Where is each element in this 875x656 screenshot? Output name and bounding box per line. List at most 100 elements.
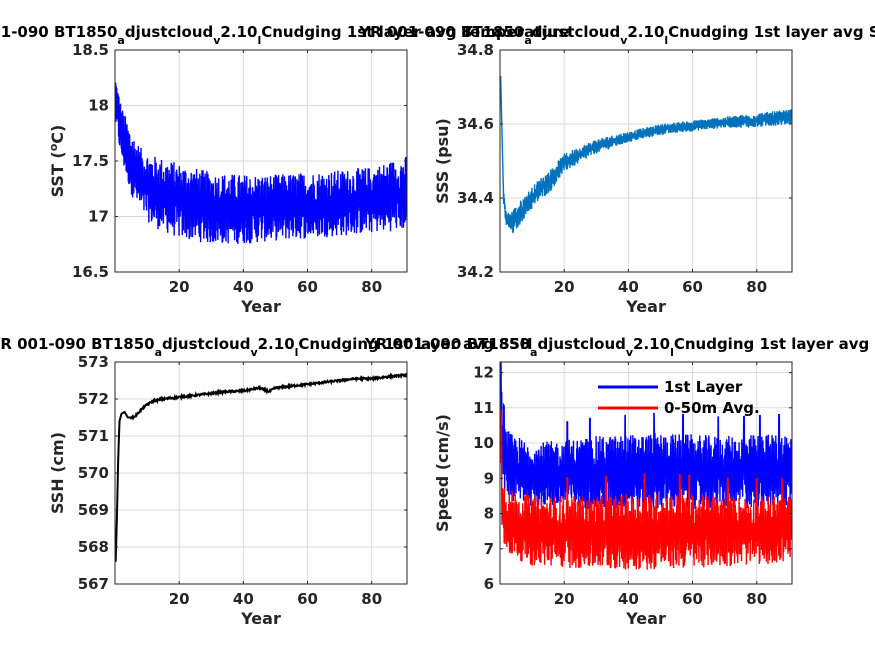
x-tick-label: 60 — [297, 590, 318, 608]
chart-title: YR 001-090 BT1850adjustcloudv2.10lCnudgi… — [0, 23, 570, 47]
y-tick-label: 34.6 — [457, 115, 494, 133]
title-part: 2.10 — [258, 335, 295, 353]
y-tick-label: 18.5 — [72, 41, 109, 59]
title-part: djustcloud — [537, 335, 625, 353]
title-part: Cnudging 1st layer avg SSH — [298, 335, 532, 353]
title-part: SST ( — [48, 151, 67, 197]
series-line-ssh-0 — [115, 372, 407, 562]
title-part: YR 001-090 BT1850 — [0, 335, 155, 353]
legend-label: 1st Layer — [664, 378, 743, 396]
title-part: v — [626, 346, 634, 359]
title-part: Cnudging 1st layer avg Salinity — [668, 23, 875, 41]
y-axis-label: SSH (cm) — [48, 432, 67, 514]
panel-speed: 20 40 60 80 6 7 8 9 10 11 12 Year Speed (cm/s) YR 001… — [364, 335, 875, 628]
title-part: SSH (cm) — [48, 432, 67, 514]
title-part: djustcloud — [162, 335, 250, 353]
y-tick-label: 17.5 — [72, 152, 109, 170]
axes-box — [499, 361, 793, 585]
y-tick-label: 12 — [473, 364, 494, 382]
x-tick-label: 80 — [361, 278, 382, 296]
y-tick-label: 570 — [78, 464, 109, 482]
panel-sss: 20 40 60 80 34.2 34.4 34.6 34.8 Year SSS (psu) YR … — [358, 23, 875, 316]
y-axis-label: SST (oC) — [47, 125, 68, 198]
y-axis-label: Speed (cm/s) — [433, 414, 452, 532]
x-tick-label: 20 — [554, 590, 575, 608]
title-part: djustcloud — [125, 23, 213, 41]
title-part: Speed (cm/s) — [433, 414, 452, 532]
title-part: YR 001-090 BT1850 — [364, 335, 530, 353]
panel-ssh: 20 40 60 80 567 568 569 570 571 572 573 Year SSH (cm… — [0, 335, 533, 628]
legend: 1st Layer 0-50m Avg. — [598, 378, 760, 417]
title-part: l — [670, 346, 674, 359]
y-tick-label: 11 — [473, 399, 494, 417]
y-tick-label: 567 — [78, 575, 109, 593]
title-part: a — [155, 346, 162, 359]
title-part: djustcloud — [532, 23, 620, 41]
chart-title: YR 001-090 BT1850adjustcloudv2.10lCnudgi… — [358, 23, 875, 47]
x-tick-label: 80 — [361, 590, 382, 608]
title-part: v — [620, 34, 628, 47]
y-tick-label: 10 — [473, 434, 494, 452]
x-axis-label: Year — [625, 297, 666, 316]
panel-sst: 20 40 60 80 16.5 17 17.5 18 18.5 Year SST (oC) YR 0… — [0, 23, 570, 316]
chart-title: YR 001-090 BT1850adjustcloudv2.10lCnudgi… — [0, 335, 533, 359]
y-tick-label: 571 — [78, 427, 109, 445]
title-part: YR 001-090 BT1850 — [0, 23, 117, 41]
y-tick-label: 9 — [484, 469, 494, 487]
x-axis-label: Year — [240, 297, 281, 316]
x-tick-label: 60 — [682, 590, 703, 608]
x-tick-label: 40 — [618, 590, 639, 608]
y-tick-label: 7 — [484, 540, 494, 558]
y-tick-label: 8 — [484, 505, 494, 523]
y-tick-label: 569 — [78, 501, 109, 519]
x-tick-label: 40 — [233, 590, 254, 608]
title-part: a — [524, 34, 531, 47]
y-tick-label: 17 — [88, 208, 109, 226]
y-tick-label: 34.2 — [457, 263, 494, 281]
title-part: a — [117, 34, 124, 47]
x-tick-label: 20 — [169, 590, 190, 608]
title-part: 2.10 — [220, 23, 257, 41]
title-part: v — [213, 34, 221, 47]
x-tick-label: 40 — [618, 278, 639, 296]
title-part: Cnudging 1st layer avg Temperature — [261, 23, 570, 41]
x-tick-label: 60 — [297, 278, 318, 296]
chart-title: YR 001-090 BT1850adjustcloudv2.10lCnudgi… — [364, 335, 875, 359]
title-part: Cnudging 1st layer avg Speed — [674, 335, 875, 353]
title-part: a — [530, 346, 537, 359]
y-tick-label: 6 — [484, 575, 494, 593]
title-part: 2.10 — [633, 335, 670, 353]
x-tick-label: 60 — [682, 278, 703, 296]
x-axis-label: Year — [240, 609, 281, 628]
series-line-speed-0 — [500, 362, 792, 510]
title-part: o — [47, 143, 60, 151]
x-tick-label: 40 — [233, 278, 254, 296]
x-axis-label: Year — [625, 609, 666, 628]
y-tick-label: 34.8 — [457, 41, 494, 59]
title-part: l — [295, 346, 299, 359]
y-tick-label: 34.4 — [457, 189, 494, 207]
title-part: SSS (psu) — [433, 118, 452, 204]
y-tick-label: 16.5 — [72, 263, 109, 281]
title-part: 2.10 — [627, 23, 664, 41]
axes-box — [499, 49, 793, 273]
y-tick-label: 568 — [78, 538, 109, 556]
title-part: v — [250, 346, 258, 359]
title-part: l — [257, 34, 261, 47]
plot-area — [500, 50, 792, 272]
legend-label: 0-50m Avg. — [664, 399, 760, 417]
x-tick-label: 20 — [554, 278, 575, 296]
series-line-sst-0 — [115, 82, 407, 245]
x-tick-label: 20 — [169, 278, 190, 296]
series-line-speed-1 — [500, 410, 792, 570]
title-part: C) — [48, 125, 67, 144]
title-part: l — [664, 34, 668, 47]
y-tick-label: 572 — [78, 390, 109, 408]
series-line-sss-0 — [500, 75, 792, 233]
y-tick-label: 573 — [78, 353, 109, 371]
x-tick-label: 80 — [746, 590, 767, 608]
title-part: YR 001-090 BT1850 — [358, 23, 524, 41]
y-axis-label: SSS (psu) — [433, 118, 452, 204]
y-tick-label: 18 — [88, 97, 109, 115]
